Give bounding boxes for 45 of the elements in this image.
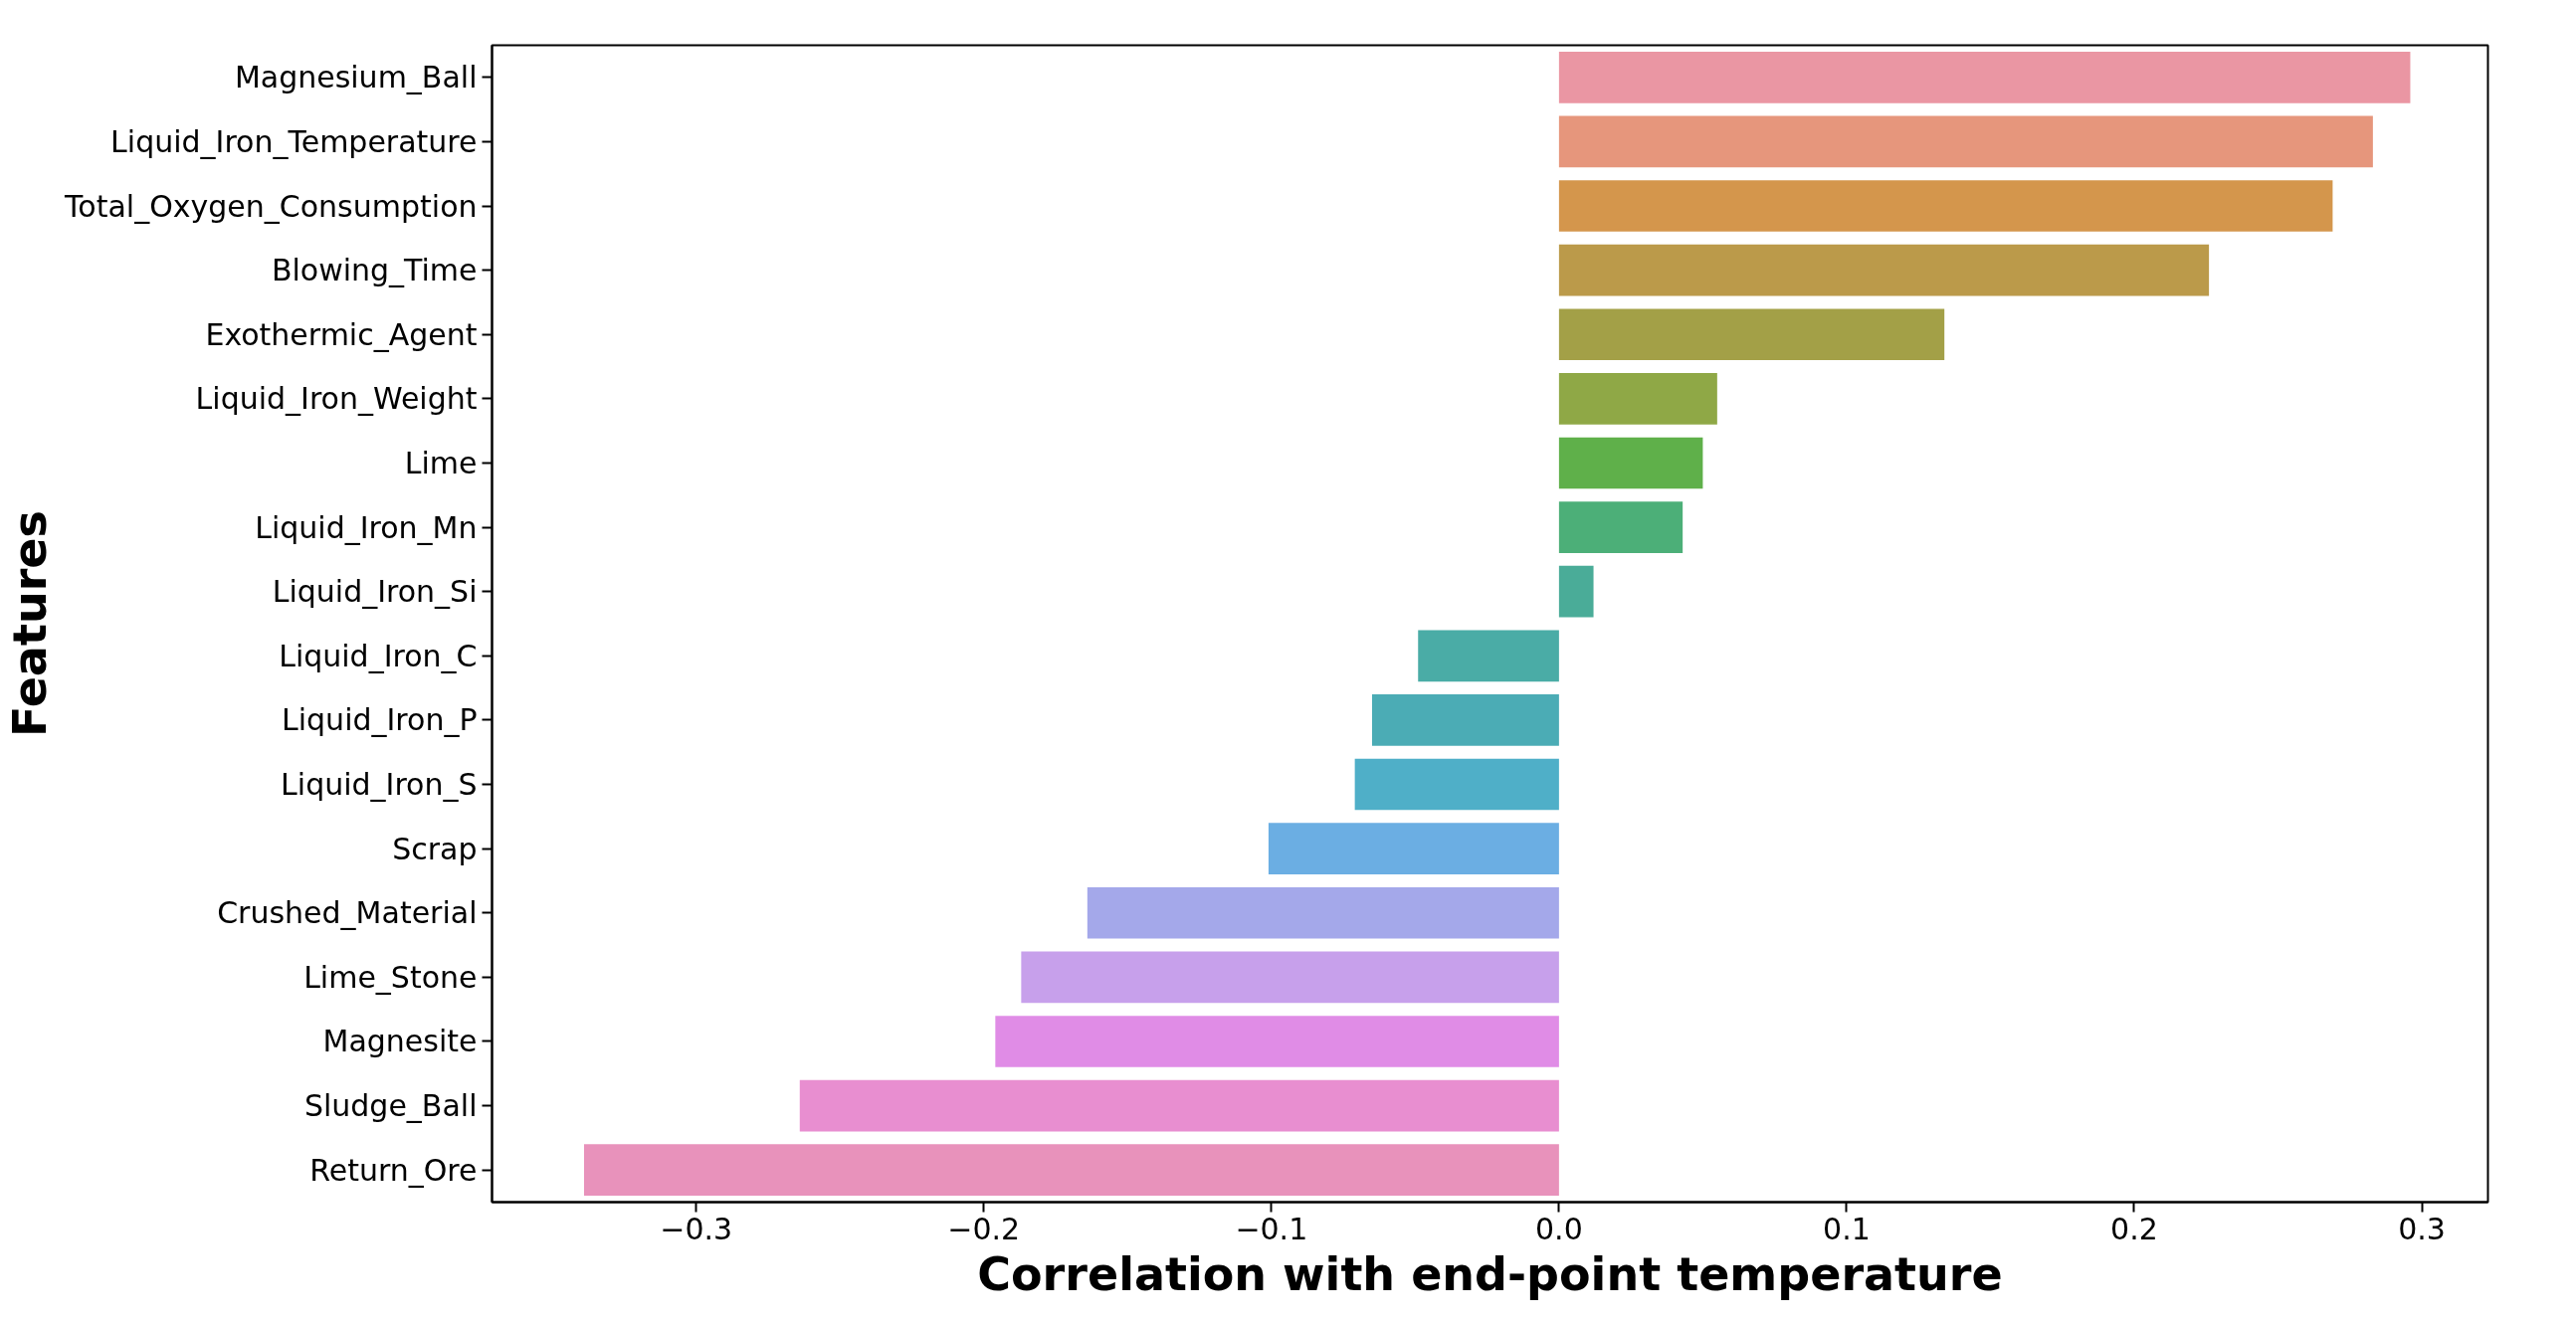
bar (1558, 437, 1703, 489)
bar (1558, 244, 2210, 296)
bar (799, 1079, 1559, 1132)
y-tick-label: Sludge_Ball (303, 1088, 478, 1124)
y-tick-label: Liquid_Iron_Si (272, 574, 478, 610)
bar (1021, 951, 1559, 1004)
y-tick-label: Lime (404, 445, 478, 480)
y-tick-label: Lime_Stone (303, 959, 478, 995)
y-tick-label: Total_Oxygen_Consumption (64, 188, 478, 224)
x-tick-label: 0.3 (2398, 1211, 2446, 1246)
x-tick-label: −0.3 (660, 1211, 733, 1246)
y-tick-label: Scrap (392, 831, 478, 866)
bar (1558, 115, 2373, 168)
y-tick-label: Liquid_Iron_C (279, 638, 478, 673)
x-tick-label: 0.1 (1823, 1211, 1871, 1246)
y-tick-label: Liquid_Iron_Mn (255, 509, 478, 545)
bar (1268, 823, 1559, 874)
bar (1371, 694, 1559, 746)
x-tick-label: −0.1 (1235, 1211, 1308, 1246)
bar (1558, 373, 1717, 425)
y-tick-label: Exothermic_Agent (205, 316, 478, 352)
y-tick-label: Magnesium_Ball (234, 60, 478, 95)
y-tick-label: Liquid_Iron_Weight (195, 381, 478, 417)
bar (1558, 565, 1594, 618)
bar (1087, 886, 1559, 939)
bar (995, 1016, 1559, 1067)
y-tick-label: Return_Ore (309, 1152, 478, 1188)
y-tick-label: Magnesite (322, 1024, 478, 1059)
x-axis-title: Correlation with end-point temperature (977, 1246, 2003, 1301)
y-tick-label: Crushed_Material (217, 895, 478, 931)
bar (1558, 51, 2411, 103)
bar (1418, 630, 1559, 682)
bar (584, 1144, 1559, 1197)
bar (1558, 180, 2333, 232)
y-tick-label: Liquid_Iron_S (281, 767, 478, 803)
y-axis-title: Features (3, 510, 58, 737)
bar (1558, 501, 1684, 553)
y-tick-label: Liquid_Iron_P (282, 702, 478, 738)
bar (1354, 758, 1559, 811)
x-tick-label: 0.0 (1535, 1211, 1583, 1246)
x-tick-label: 0.2 (2110, 1211, 2158, 1246)
y-tick-label: Liquid_Iron_Temperature (110, 123, 478, 159)
y-tick-label: Blowing_Time (271, 253, 478, 288)
bar (1558, 308, 1945, 361)
x-tick-label: −0.2 (947, 1211, 1021, 1246)
